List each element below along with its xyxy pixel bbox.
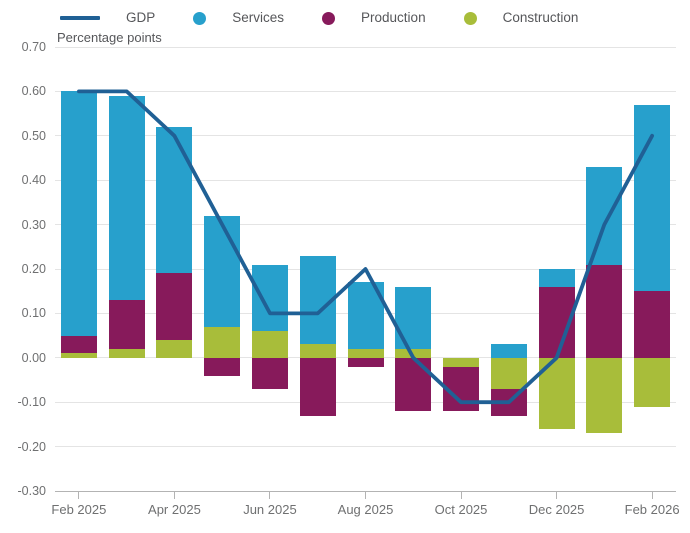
gridline-0.40 [55, 179, 676, 181]
legend-label: Construction [502, 10, 579, 25]
x-axis-tick [78, 491, 80, 499]
construction-dot-icon [463, 11, 477, 25]
bar-Feb-2025-services[interactable] [60, 91, 97, 336]
bar-May-2025-production[interactable] [204, 357, 241, 376]
x-tick-label: Feb 2025 [51, 502, 107, 517]
bar-May-2025-services[interactable] [204, 215, 241, 327]
bar-Jan-2026-production[interactable] [586, 264, 623, 358]
gridline-0.60 [55, 90, 676, 92]
x-axis-tick [651, 491, 653, 499]
y-tick-label: 0.10 [21, 306, 46, 321]
bar-Apr-2025-production[interactable] [156, 273, 193, 341]
legend-label: Services [232, 10, 285, 25]
bar-Oct-2025-construction[interactable] [443, 357, 480, 367]
bar-Mar-2025-construction[interactable] [108, 348, 145, 358]
bar-Dec-2025-services[interactable] [538, 269, 575, 287]
y-tick-label: 0.20 [21, 262, 46, 276]
y-tick-label: -0.20 [17, 439, 47, 454]
x-tick-label: Feb 2026 [624, 502, 680, 517]
y-tick-label: 0.50 [21, 128, 46, 143]
bar-Jun-2025-construction[interactable] [251, 331, 288, 358]
y-tick-label: 0.60 [21, 84, 46, 99]
y-tick-label: 0.30 [21, 217, 46, 232]
gridline-0.50 [55, 135, 676, 137]
x-tick-label: Oct 2025 [434, 502, 488, 517]
axis-unit-label: Percentage points [57, 30, 162, 45]
gridline--0.10 [55, 401, 676, 403]
bar-Feb-2025-construction[interactable] [60, 353, 97, 358]
bar-Aug-2025-construction[interactable] [347, 348, 384, 358]
legend-item-construction[interactable]: Construction [463, 8, 579, 28]
plot-area [55, 46, 676, 499]
x-axis-tick [173, 491, 175, 499]
bar-May-2025-construction[interactable] [204, 326, 241, 358]
gridline-0.70 [55, 46, 676, 48]
x-tick-label: Apr 2025 [148, 502, 201, 517]
gdp-line-chart [76, 89, 654, 405]
bar-Feb-2025-production[interactable] [60, 335, 97, 354]
bar-Mar-2025-production[interactable] [108, 300, 145, 349]
x-axis-tick [556, 491, 558, 499]
x-tick-label: Aug 2025 [337, 502, 394, 517]
y-tick-label: 0.00 [21, 350, 46, 365]
bar-Feb-2026-production[interactable] [634, 291, 671, 358]
production-dot-icon [322, 11, 336, 25]
legend-item-production[interactable]: Production [322, 8, 426, 28]
bar-Aug-2025-production[interactable] [347, 357, 384, 367]
bar-Nov-2025-services[interactable] [490, 344, 527, 358]
bar-Jan-2026-services[interactable] [586, 166, 623, 265]
bar-Feb-2026-construction[interactable] [634, 357, 671, 407]
bar-Jul-2025-construction[interactable] [299, 344, 336, 358]
bar-Apr-2025-construction[interactable] [156, 340, 193, 358]
x-axis-tick [365, 491, 366, 499]
x-tick-label: Jun 2025 [243, 502, 297, 517]
bar-Jul-2025-production[interactable] [299, 357, 336, 416]
bar-Jun-2025-services[interactable] [251, 264, 288, 332]
gdp-line-swatch-icon [60, 16, 100, 20]
x-axis-tick [269, 491, 271, 499]
bar-Jun-2025-production[interactable] [251, 357, 288, 389]
x-tick-label: Dec 2025 [528, 502, 585, 517]
bar-Jan-2026-construction[interactable] [586, 357, 623, 434]
y-tick-label: 0.40 [21, 173, 46, 188]
legend-item-services[interactable]: Services [193, 8, 284, 28]
bar-Apr-2025-services[interactable] [156, 126, 193, 274]
bar-Nov-2025-construction[interactable] [490, 357, 527, 389]
x-axis-tick [460, 491, 462, 499]
legend-item-gdp[interactable]: GDP [60, 8, 155, 28]
services-dot-icon [193, 11, 207, 25]
gdp-line[interactable] [76, 89, 654, 405]
y-tick-label: 0.70 [21, 40, 46, 54]
y-tick-label: -0.10 [17, 395, 47, 410]
bar-Mar-2025-services[interactable] [108, 95, 145, 301]
gridline-0.30 [55, 224, 676, 226]
bar-Sep-2025-construction[interactable] [395, 348, 432, 358]
legend-label: GDP [126, 10, 156, 25]
legend-label: Production [361, 10, 426, 25]
y-tick-label: -0.30 [17, 484, 47, 498]
gridline--0.20 [55, 446, 676, 448]
chart-legend: GDP Services Production Construction [60, 8, 616, 28]
